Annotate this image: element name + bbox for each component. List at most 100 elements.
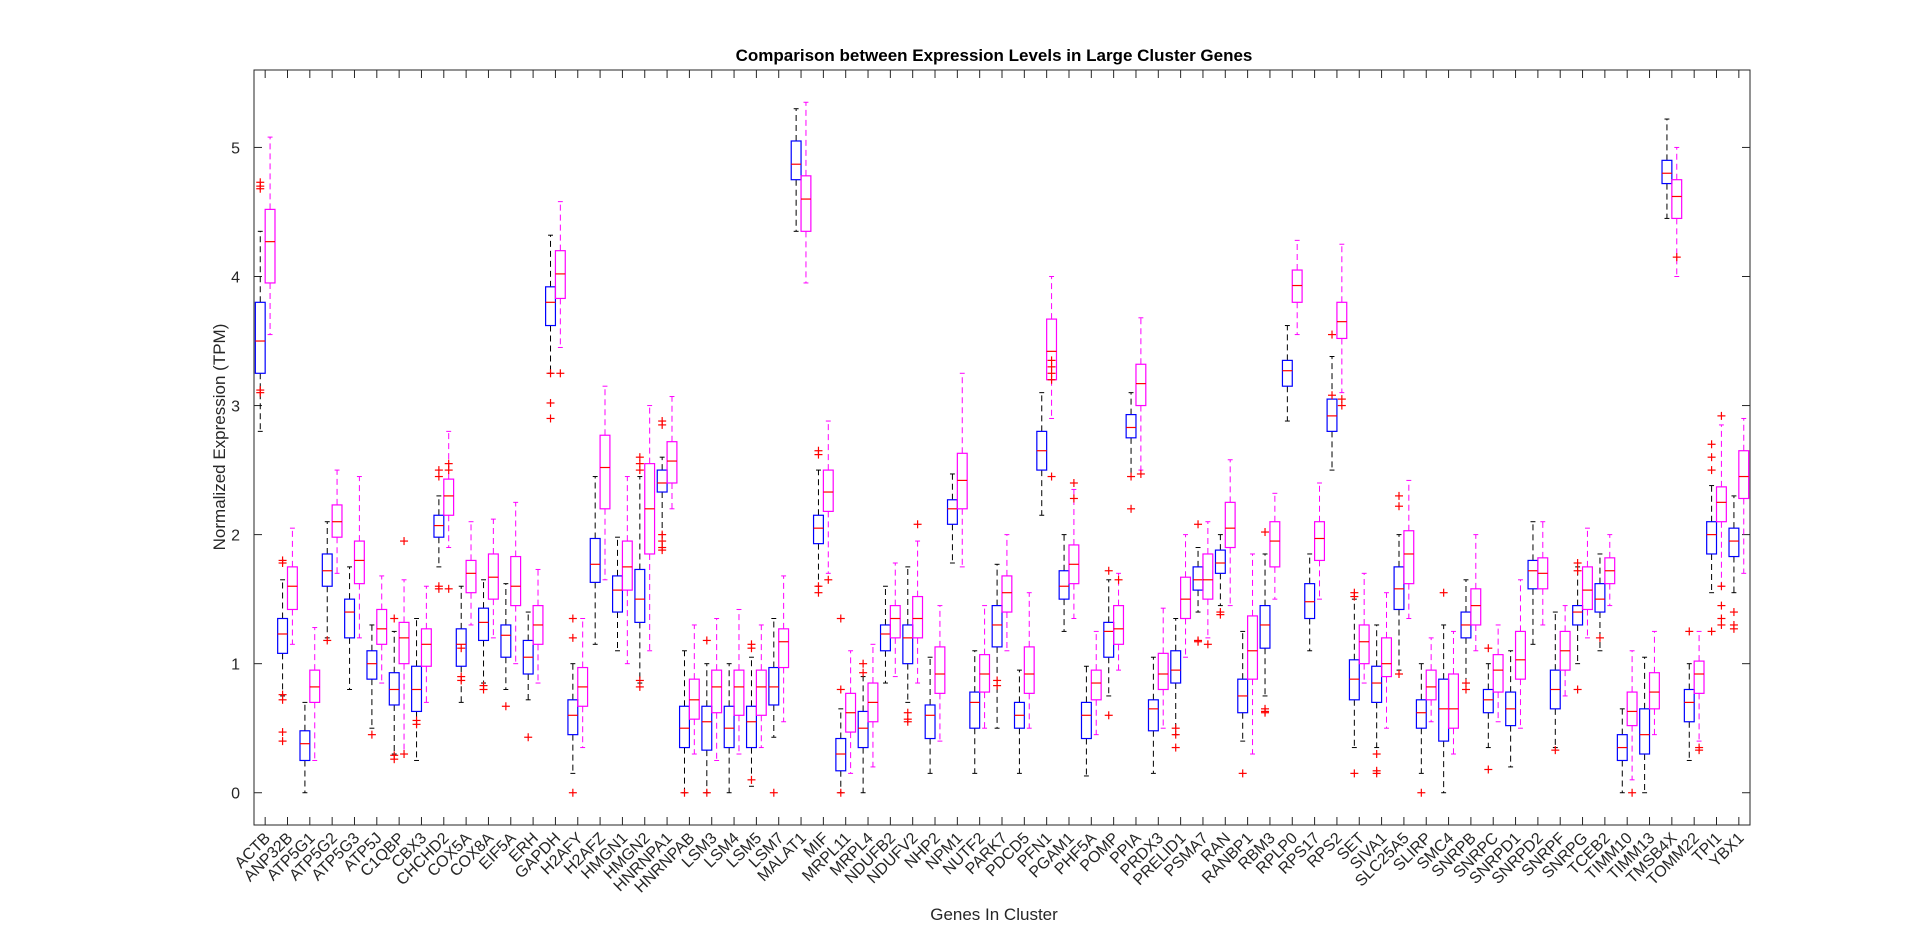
outlier-point [1573,685,1582,694]
outlier-point [1394,502,1403,511]
box-group [1572,559,1584,694]
box-group [1326,330,1338,471]
box-group [711,618,723,761]
box [979,654,991,693]
outlier-point [1203,640,1212,649]
outlier-point [1104,711,1113,720]
box [1170,650,1182,684]
box [500,624,512,658]
outlier-point [1685,627,1694,636]
box [1415,699,1427,729]
box [1259,604,1271,649]
outlier-point [1238,769,1247,778]
y-tick-label: 3 [231,399,240,416]
outlier-point [1394,670,1403,678]
box [545,286,557,327]
outlier-point [400,537,409,546]
box-group [1192,520,1204,646]
box [1482,688,1494,714]
box [1738,450,1750,500]
box [611,575,624,613]
box-group [678,650,691,797]
box [455,628,467,667]
outlier-point [501,702,510,711]
box-group [1559,605,1571,697]
box-group [755,624,767,749]
box-group [845,650,857,774]
outlier-point [546,369,555,378]
outlier-point [444,466,453,475]
box-group [1180,534,1192,658]
y-tick-label: 1 [231,657,240,674]
box [433,514,445,538]
box-group [1693,630,1705,755]
box [254,301,266,374]
outlier-point [824,575,833,584]
y-tick-label: 5 [231,140,240,157]
outlier-point [278,737,287,746]
box-group [420,585,432,703]
box-group [1202,521,1214,649]
outlier-point [747,775,756,784]
outlier-point [400,750,409,759]
box [1403,530,1415,585]
outlier-point [1717,601,1726,610]
outlier-point [434,584,443,593]
box [420,628,432,667]
box [1358,624,1370,665]
box-group [1639,656,1651,794]
box-group [1023,592,1035,729]
box-group [800,101,812,284]
box-group [1438,588,1450,794]
box-group [1537,521,1549,626]
outlier-point [1717,620,1726,629]
outlier-point [1729,624,1738,633]
box [912,595,924,639]
box-group [433,466,445,593]
box-group [889,562,901,678]
outlier-point [1484,765,1493,774]
box [1492,654,1504,693]
box-group [411,618,423,761]
outlier-point [278,728,287,737]
box [1371,665,1383,703]
box [1090,669,1102,701]
box-group [857,659,869,794]
box [934,646,946,694]
box [723,705,735,749]
outlier-point [1261,707,1270,716]
box [344,598,356,639]
box-group [1415,663,1427,797]
box [1706,521,1718,555]
outlier-point [546,398,555,407]
box [589,537,601,583]
box-group [912,520,924,684]
outlier-point [836,788,845,797]
outlier-point [1194,637,1203,646]
box-group [666,396,678,510]
outlier-point [680,788,689,797]
box-group [1380,592,1393,729]
outlier-point [1707,627,1716,636]
box [678,705,691,749]
outlier-point [1069,494,1078,503]
box [889,604,901,639]
box [478,607,490,642]
y-tick-label: 0 [231,786,240,803]
box [946,499,958,525]
box [264,208,276,284]
box-group [1036,392,1048,516]
outlier-point [1707,453,1716,462]
outlier-point [1707,440,1716,449]
outlier-point [1372,750,1381,759]
outlier-point [859,668,868,677]
box-group [1237,630,1249,778]
outlier-point [836,685,845,694]
outlier-point [390,751,399,760]
box [1380,637,1393,678]
outlier-point [1628,788,1637,797]
box [366,650,378,680]
y-tick-label: 4 [231,269,240,286]
box [621,540,633,591]
box-group [1616,708,1628,794]
